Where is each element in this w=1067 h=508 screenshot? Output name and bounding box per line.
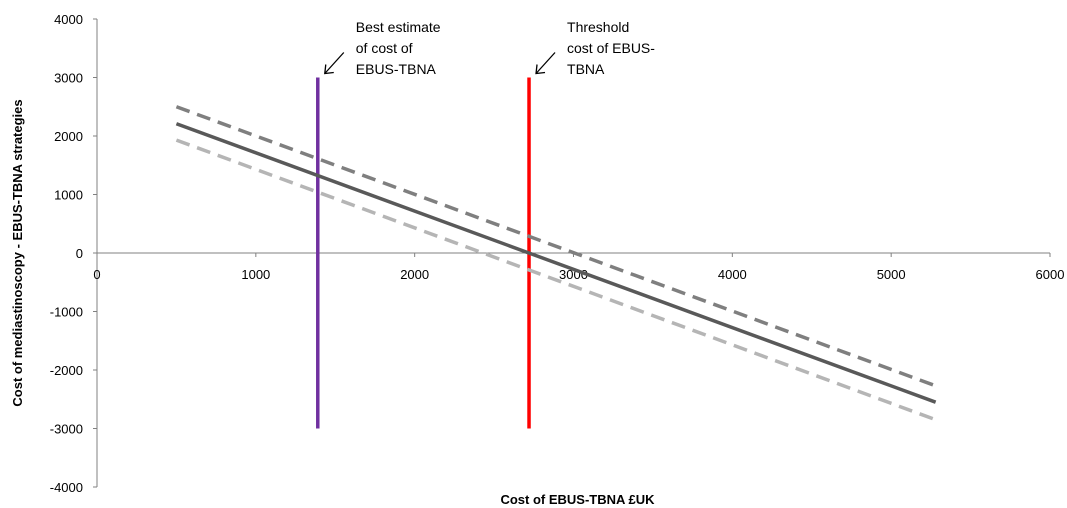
- x-axis-title: Cost of EBUS-TBNA £UK: [500, 492, 655, 507]
- y-tick-label: 1000: [54, 188, 83, 203]
- annotation-arrow-shaft: [535, 52, 556, 74]
- y-tick-label: -3000: [50, 422, 83, 437]
- x-tick-label: 4000: [718, 267, 747, 282]
- x-tick-label: 1000: [241, 267, 270, 282]
- best-estimate-annotation-text: Best estimate: [356, 19, 441, 35]
- y-tick-label: 4000: [54, 12, 83, 27]
- annotation-arrow-head: [324, 64, 334, 75]
- best-estimate-annotation-text: EBUS-TBNA: [356, 61, 437, 77]
- y-tick-label: 3000: [54, 71, 83, 86]
- y-axis-title: Cost of mediastinoscopy - EBUS-TBNA stra…: [10, 99, 25, 406]
- y-tick-label: -4000: [50, 480, 83, 495]
- threshold-annotation-text: TBNA: [567, 61, 605, 77]
- x-tick-label: 2000: [400, 267, 429, 282]
- threshold-annotation-text: Threshold: [567, 19, 629, 35]
- x-tick-label: 0: [93, 267, 100, 282]
- best-estimate-annotation-text: of cost of: [356, 40, 413, 56]
- upper-dashed-series-line: [175, 105, 937, 388]
- annotation-arrow-head: [535, 64, 546, 75]
- y-tick-label: 0: [76, 246, 83, 261]
- y-tick-label: -2000: [50, 363, 83, 378]
- y-tick-label: -1000: [50, 305, 83, 320]
- threshold-annotation-text: cost of EBUS-: [567, 40, 655, 56]
- x-tick-label: 5000: [877, 267, 906, 282]
- y-tick-label: 2000: [54, 129, 83, 144]
- central-series-line: [175, 122, 937, 404]
- lower-dashed-series-line: [175, 138, 937, 422]
- annotation-arrow-shaft: [324, 52, 345, 74]
- x-tick-label: 6000: [1036, 267, 1065, 282]
